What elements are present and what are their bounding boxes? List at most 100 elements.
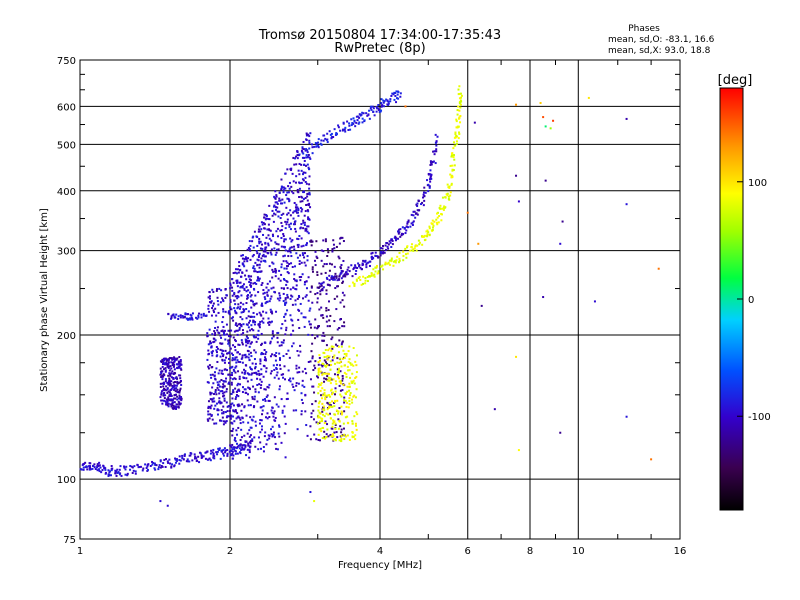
data-point bbox=[261, 409, 264, 412]
data-point bbox=[244, 388, 247, 391]
data-point bbox=[178, 396, 181, 399]
data-point bbox=[330, 435, 333, 438]
data-point bbox=[243, 434, 246, 437]
data-point bbox=[342, 128, 345, 131]
data-point bbox=[173, 315, 176, 318]
data-point bbox=[320, 272, 323, 275]
data-point bbox=[349, 376, 352, 379]
data-point bbox=[358, 121, 361, 124]
data-point bbox=[295, 155, 298, 158]
data-point bbox=[241, 329, 244, 332]
data-point bbox=[160, 399, 163, 402]
data-point bbox=[259, 386, 262, 389]
data-point bbox=[258, 311, 261, 314]
data-point bbox=[283, 278, 286, 281]
data-point bbox=[329, 314, 332, 317]
data-point bbox=[249, 279, 252, 282]
data-point bbox=[352, 117, 355, 120]
data-point bbox=[157, 468, 160, 471]
data-point bbox=[326, 254, 329, 257]
data-point bbox=[348, 358, 351, 361]
data-point bbox=[211, 400, 214, 403]
data-point bbox=[473, 121, 476, 124]
data-point bbox=[426, 235, 429, 238]
data-point bbox=[477, 242, 480, 245]
data-point bbox=[170, 316, 173, 319]
data-point bbox=[343, 305, 346, 308]
data-point bbox=[246, 349, 249, 352]
data-point bbox=[365, 263, 368, 266]
data-point bbox=[238, 447, 241, 450]
data-point bbox=[459, 92, 462, 95]
data-point bbox=[225, 377, 228, 380]
data-point bbox=[159, 373, 162, 376]
data-point bbox=[387, 262, 390, 265]
data-point bbox=[301, 147, 304, 150]
data-point bbox=[247, 340, 250, 343]
data-point bbox=[435, 148, 438, 151]
data-point bbox=[323, 377, 326, 380]
data-point bbox=[222, 395, 225, 398]
data-point bbox=[241, 343, 244, 346]
data-point bbox=[267, 289, 270, 292]
data-point bbox=[286, 309, 289, 312]
data-point bbox=[159, 382, 162, 385]
data-point bbox=[184, 312, 187, 315]
data-point bbox=[396, 237, 399, 240]
data-point bbox=[286, 264, 289, 267]
data-point bbox=[318, 354, 321, 357]
data-point bbox=[289, 314, 292, 317]
data-point bbox=[228, 313, 231, 316]
data-point bbox=[295, 163, 298, 166]
data-point bbox=[418, 243, 421, 246]
data-point bbox=[278, 197, 281, 200]
data-point bbox=[260, 343, 263, 346]
data-point bbox=[297, 169, 300, 172]
data-point bbox=[171, 370, 174, 373]
data-point bbox=[220, 342, 223, 345]
data-point bbox=[237, 426, 240, 429]
data-point bbox=[406, 222, 409, 225]
data-point bbox=[270, 248, 273, 251]
data-point bbox=[308, 320, 311, 323]
data-point bbox=[377, 103, 380, 106]
data-point bbox=[218, 448, 221, 451]
data-point bbox=[220, 450, 223, 453]
data-point bbox=[283, 432, 286, 435]
data-point bbox=[235, 417, 238, 420]
data-point bbox=[163, 399, 166, 402]
data-point bbox=[385, 262, 388, 265]
data-point bbox=[451, 175, 454, 178]
data-point bbox=[395, 238, 398, 241]
data-point bbox=[99, 466, 102, 469]
data-point bbox=[186, 460, 189, 463]
data-point bbox=[325, 307, 328, 310]
data-point bbox=[244, 370, 247, 373]
data-point bbox=[321, 394, 324, 397]
data-point bbox=[414, 216, 417, 219]
data-point bbox=[333, 297, 336, 300]
data-point bbox=[247, 315, 250, 318]
data-point bbox=[348, 122, 351, 125]
y-tick-label: 750 bbox=[57, 56, 76, 67]
data-point bbox=[311, 266, 314, 269]
data-point bbox=[285, 260, 288, 263]
data-point bbox=[323, 372, 326, 375]
data-point bbox=[193, 453, 196, 456]
data-point bbox=[229, 417, 232, 420]
data-point bbox=[309, 438, 312, 441]
data-point bbox=[159, 459, 162, 462]
data-point bbox=[279, 297, 282, 300]
data-point bbox=[235, 365, 238, 368]
data-point bbox=[344, 416, 347, 419]
data-point bbox=[169, 403, 172, 406]
data-point bbox=[181, 454, 184, 457]
data-point bbox=[650, 458, 653, 461]
data-point bbox=[348, 403, 351, 406]
data-point bbox=[431, 219, 434, 222]
data-point bbox=[324, 271, 327, 274]
data-point bbox=[224, 288, 227, 291]
data-point bbox=[339, 380, 342, 383]
data-point bbox=[328, 284, 331, 287]
data-point bbox=[231, 430, 234, 433]
